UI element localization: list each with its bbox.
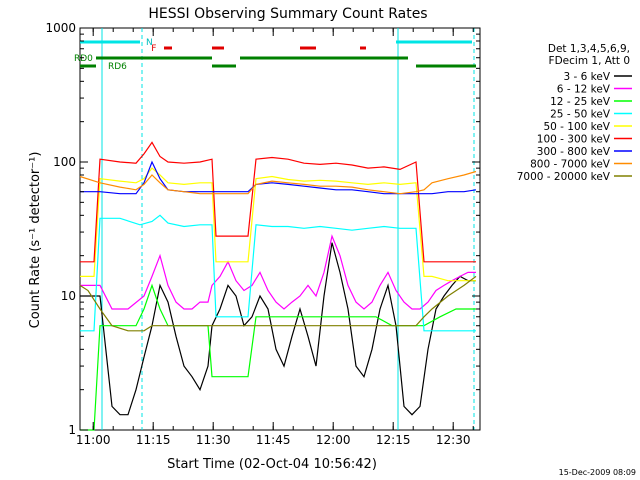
series-line xyxy=(79,275,477,332)
legend-header: Det 1,3,4,5,6,9, xyxy=(548,43,630,55)
legend-entry: 50 - 100 keV xyxy=(543,121,610,133)
x-tick-label: 12:00 xyxy=(316,433,351,447)
x-tick-label: 11:15 xyxy=(136,433,171,447)
y-tick-label: 100 xyxy=(53,155,76,169)
y-tick-label: 1000 xyxy=(45,21,76,35)
series-line xyxy=(79,170,477,195)
y-axis-label: Count Rate (s⁻¹ detector⁻¹) xyxy=(28,152,43,329)
rd6-label: RD6 xyxy=(108,62,127,72)
legend-entry: 100 - 300 keV xyxy=(537,134,611,146)
legend-entry: 7000 - 20000 keV xyxy=(517,171,611,183)
rd0-label: RD0 xyxy=(74,54,93,64)
series-line xyxy=(80,234,476,310)
plot-area: NF RD0 RD6 11:00 11:15 11:30 11:45 12:00 12:15 12… xyxy=(45,21,481,447)
x-tick-label: 11:30 xyxy=(196,433,231,447)
legend-entry: 800 - 7000 keV xyxy=(530,159,611,171)
night-bar-label: N xyxy=(146,38,153,48)
legend-entry: 3 - 6 keV xyxy=(563,71,610,83)
x-tick-label: 11:00 xyxy=(76,433,111,447)
footer-timestamp: 15-Dec-2009 08:09 xyxy=(559,468,636,477)
x-axis-label: Start Time (02-Oct-04 10:56:42) xyxy=(167,457,377,472)
legend-entry: 25 - 50 keV xyxy=(550,109,611,121)
series-line xyxy=(80,283,476,431)
chart-title: HESSI Observing Summary Count Rates xyxy=(148,6,427,22)
series-line xyxy=(80,141,476,263)
x-tick-label: 11:45 xyxy=(256,433,291,447)
legend-entry: 300 - 800 keV xyxy=(537,146,611,158)
series-line xyxy=(80,242,476,416)
x-tick-label: 12:15 xyxy=(376,433,411,447)
legend-header: FDecim 1, Att 0 xyxy=(549,55,630,67)
series-line xyxy=(80,167,476,282)
plot-frame xyxy=(79,27,481,431)
y-tick-label: 10 xyxy=(61,289,76,303)
y-tick-label: 1 xyxy=(68,423,76,437)
x-tick-label: 12:30 xyxy=(436,433,471,447)
legend-entry: 6 - 12 keV xyxy=(557,84,611,96)
legend-entry: 12 - 25 keV xyxy=(550,96,611,108)
series-line xyxy=(80,214,476,332)
flare-bar-label: F xyxy=(151,44,156,54)
legend: Det 1,3,4,5,6,9,FDecim 1, Att 0 3 - 6 keV… xyxy=(517,43,632,183)
